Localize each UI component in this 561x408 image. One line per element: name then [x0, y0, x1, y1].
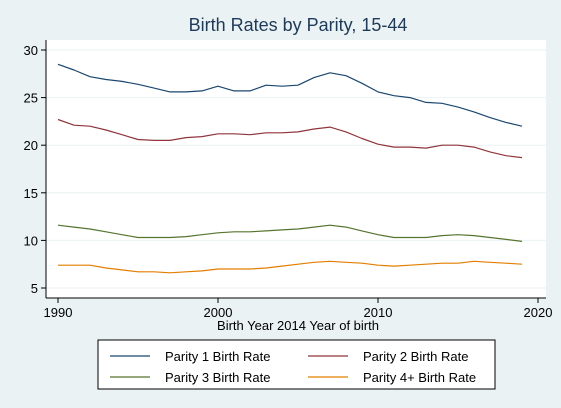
legend-label-1: Parity 1 Birth Rate [165, 349, 271, 364]
series-line-parity-3 [57, 224, 523, 242]
legend-label-3: Parity 3 Birth Rate [165, 370, 271, 385]
gridlines [46, 49, 546, 289]
y-tick-label: 20 [24, 138, 38, 153]
x-tick-label: 2020 [524, 305, 553, 320]
x-tick-label: 2010 [364, 305, 393, 320]
legend-label-4: Parity 4+ Birth Rate [363, 370, 476, 385]
x-tick-label: 1990 [44, 305, 73, 320]
x-axis-title: Birth Year 2014 Year of birth [217, 318, 379, 333]
plot-area [46, 40, 546, 298]
y-tick-label: 25 [24, 91, 38, 106]
chart-title: Birth Rates by Parity, 15-44 [189, 15, 408, 35]
legend-box [97, 339, 496, 390]
y-tick-label: 30 [24, 43, 38, 58]
y-tick-label: 15 [24, 186, 38, 201]
legend-label-2: Parity 2 Birth Rate [363, 349, 469, 364]
series-lines [57, 63, 523, 274]
y-tick-label: 5 [31, 281, 38, 296]
x-axis-ticks: 1990 2000 2010 2020 [44, 298, 553, 320]
series-line-parity-4 [58, 260, 523, 274]
series-line-parity-1 [57, 63, 523, 127]
x-tick-label: 2000 [204, 305, 233, 320]
y-tick-label: 10 [24, 233, 38, 248]
y-axis-ticks: 5 10 15 20 25 30 [24, 43, 46, 296]
legend: Parity 1 Birth Rate Parity 2 Birth Rate Pa… [110, 349, 476, 385]
series-line-parity-2 [57, 118, 523, 159]
